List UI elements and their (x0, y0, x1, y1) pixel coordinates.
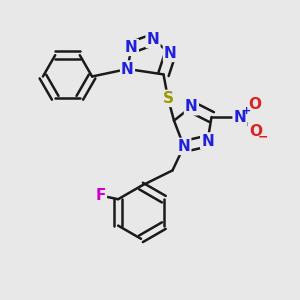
Text: N: N (201, 134, 214, 148)
Text: O: O (248, 97, 261, 112)
Text: N: N (178, 139, 190, 154)
Text: O: O (249, 124, 262, 139)
Text: N: N (147, 32, 159, 47)
Text: +: + (242, 106, 251, 116)
Text: N: N (121, 61, 134, 76)
Text: F: F (95, 188, 106, 203)
Text: N: N (234, 110, 246, 124)
Text: −: − (257, 131, 268, 144)
Text: S: S (163, 91, 173, 106)
Text: N: N (164, 46, 177, 61)
Text: N: N (185, 99, 198, 114)
Text: N: N (125, 40, 138, 55)
